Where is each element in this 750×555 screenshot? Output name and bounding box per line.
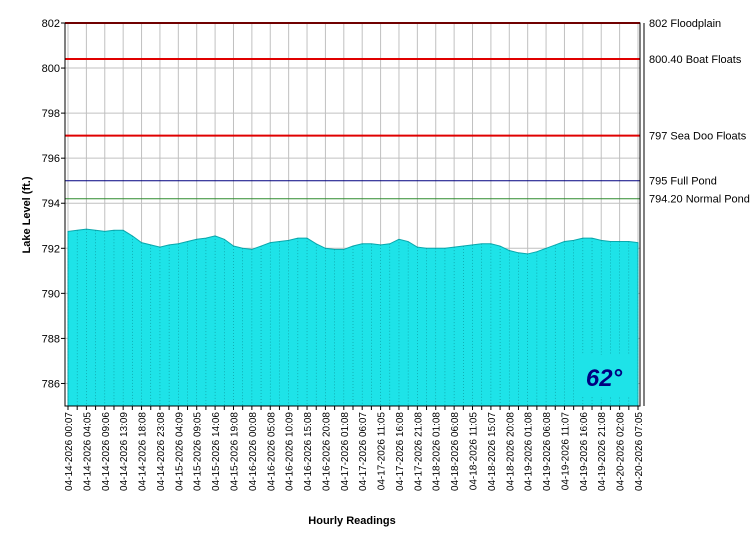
plot [65, 22, 640, 407]
x-tick-label: 04-18-2026 11:05 [469, 412, 480, 491]
y-tick-label: 794 [42, 198, 60, 210]
y-tick-label: 786 [42, 378, 60, 390]
temperature-badge [577, 355, 632, 397]
x-tick-label: 04-17-2026 21:08 [413, 412, 424, 491]
reference-label: 800.40 Boat Floats [649, 54, 742, 66]
x-tick-label: 04-18-2026 06:08 [450, 412, 461, 491]
x-tick-label: 04-15-2026 19:08 [229, 412, 240, 491]
x-tick-label: 04-18-2026 20:08 [505, 412, 516, 491]
x-tick-label: 04-17-2026 16:08 [395, 412, 406, 491]
temperature: 62° [586, 365, 623, 392]
x-tick-label: 04-14-2026 09:06 [101, 412, 112, 491]
y-tick-label: 788 [42, 333, 60, 345]
y-tick-label: 790 [42, 288, 60, 300]
reference-label: 795 Full Pond [649, 176, 717, 188]
y-tick-label: 800 [42, 63, 60, 75]
y-tick-label: 792 [42, 243, 60, 255]
y-tick-label: 798 [42, 108, 60, 120]
plot-frame [64, 22, 641, 407]
x-tick-label: 04-16-2026 20:08 [321, 412, 332, 491]
x-tick-label: 04-20-2026 02:08 [616, 412, 627, 491]
reference-label: 794.20 Normal Pond [649, 194, 750, 206]
x-tick-label: 04-14-2026 18:08 [138, 412, 149, 491]
x-tick-label: 04-14-2026 13:09 [119, 412, 130, 491]
x-tick-label: 04-15-2026 14:06 [211, 412, 222, 491]
x-tick-label: 04-14-2026 00:07 [64, 412, 75, 491]
x-tick-label: 04-18-2026 15:07 [487, 412, 498, 491]
x-tick-label: 04-19-2026 21:08 [597, 412, 608, 491]
x-tick-label: 04-16-2026 10:09 [285, 412, 296, 491]
x-tick-label: 04-17-2026 11:05 [377, 412, 388, 491]
x-tick-label: 04-16-2026 05:08 [266, 412, 277, 491]
x-tick-label: 04-19-2026 11:07 [560, 412, 571, 491]
x-tick-label: 04-17-2026 06:07 [358, 412, 369, 491]
x-tick-label: 04-16-2026 00:08 [248, 412, 259, 491]
x-tick-label: 04-19-2026 06:08 [542, 412, 553, 491]
x-tick-label: 04-17-2026 01:08 [340, 412, 351, 491]
reference-label: 802 Floodplain [649, 18, 721, 30]
x-tick-label: 04-14-2026 04:05 [82, 412, 93, 491]
x-tick-label: 04-14-2026 23:08 [156, 412, 167, 491]
x-tick-label: 04-20-2026 07:05 [634, 412, 645, 491]
area [67, 228, 639, 407]
y-axis-title: Lake Level (ft.) [21, 176, 33, 253]
x-axis-title: Hourly Readings [308, 515, 395, 527]
reference-label: 797 Sea Doo Floats [649, 131, 747, 143]
y-tick-label: 796 [42, 153, 60, 165]
x-tick-label: 04-18-2026 01:08 [432, 412, 443, 491]
x-tick-label: 04-15-2026 09:05 [193, 412, 204, 491]
x-tick-label: 04-19-2026 01:08 [524, 412, 535, 491]
x-tick-label: 04-15-2026 04:09 [174, 412, 185, 491]
x-tick-label: 04-19-2026 16:06 [579, 412, 590, 491]
y-tick-label: 802 [42, 18, 60, 30]
x-tick-label: 04-16-2026 15:08 [303, 412, 314, 491]
